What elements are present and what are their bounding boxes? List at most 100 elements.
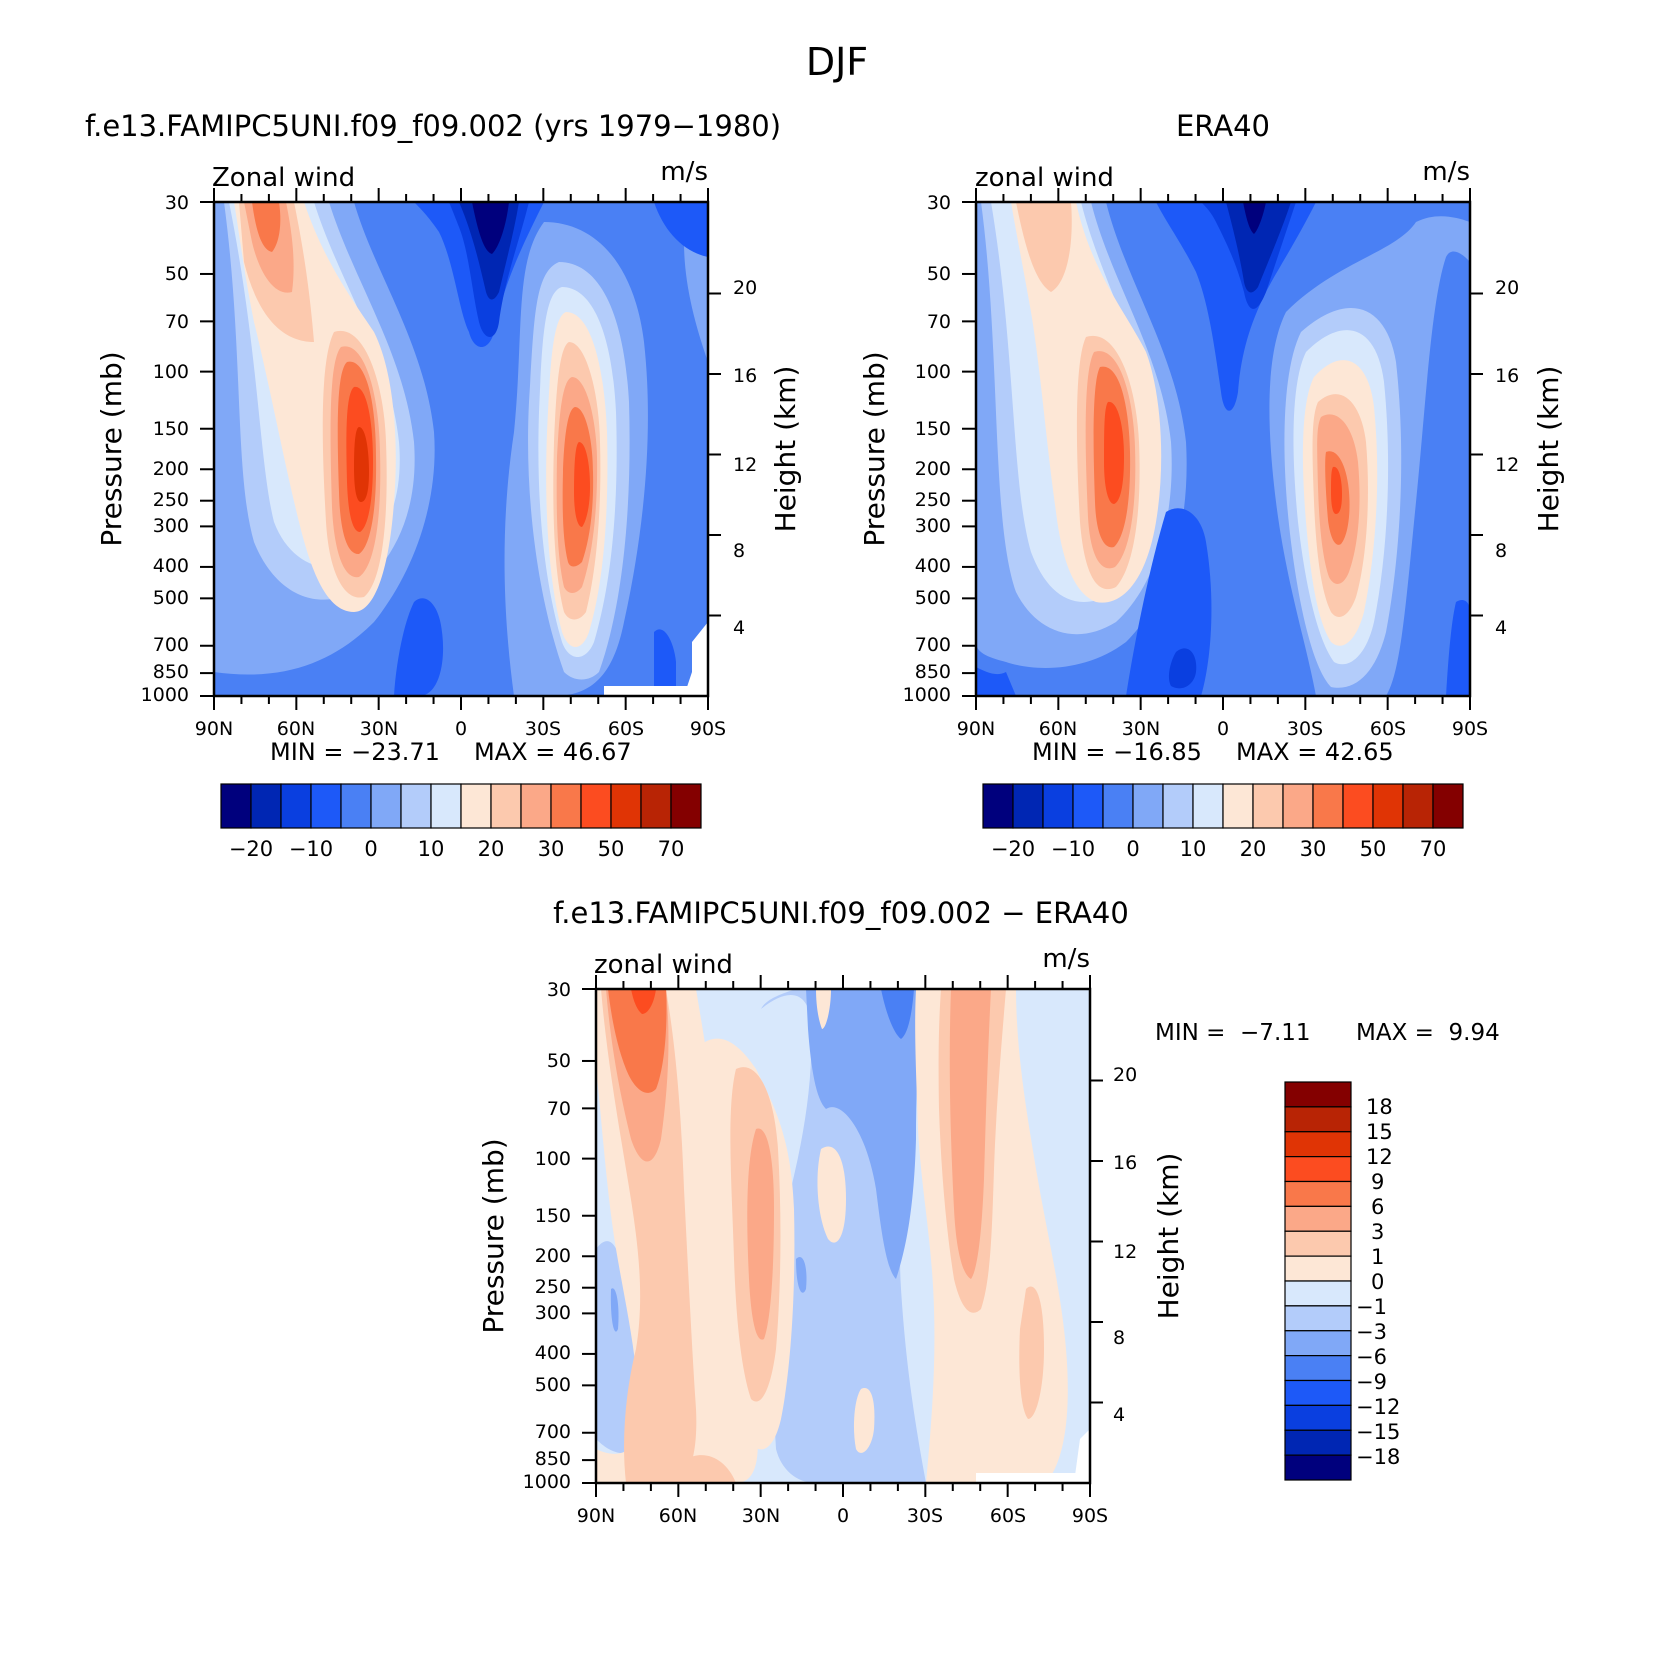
page-title: DJF xyxy=(806,40,868,84)
y-tick-label: 70 xyxy=(165,311,189,333)
colorbar-label: −10 xyxy=(289,837,333,861)
height-tick-label: 20 xyxy=(733,277,757,299)
panel-title: f.e13.FAMIPC5UNI.f09_f09.002 (yrs 1979−1… xyxy=(85,109,781,143)
x-tick-label: 60N xyxy=(277,718,315,740)
colorbar-cell xyxy=(1284,1429,1352,1456)
y-axis-label: Pressure (mb) xyxy=(477,1138,510,1333)
panel-observed: ERA40 zonal wind m/s xyxy=(858,109,1565,861)
colorbar-label: −20 xyxy=(229,837,273,861)
colorbar-label: −18 xyxy=(1356,1445,1400,1469)
x-tick-label: 30S xyxy=(1287,718,1323,740)
y-tick-label: 500 xyxy=(535,1374,571,1396)
x-tick-label: 0 xyxy=(455,718,467,740)
contour-level xyxy=(881,989,914,1039)
x-tick-label: 60S xyxy=(990,1505,1026,1527)
y-tick-label: 250 xyxy=(535,1276,571,1298)
y-tick-label: 850 xyxy=(915,661,951,683)
panel-subtitle-left: zonal wind xyxy=(594,950,733,980)
colorbar: −20 −10 0 10 20 30 50 70 xyxy=(220,783,702,861)
colorbar-cell xyxy=(1284,1255,1352,1282)
y-tick-label: 1000 xyxy=(523,1471,571,1493)
x-tick-labels: 90N 60N 30N 0 30S 60S 90S xyxy=(577,1505,1108,1527)
panel-subtitle-left: zonal wind xyxy=(975,163,1114,193)
colorbar-label: 18 xyxy=(1366,1095,1393,1119)
panel-subtitle-right: m/s xyxy=(1422,157,1470,187)
panel-difference: f.e13.FAMIPC5UNI.f09_f09.002 − ERA40 zon… xyxy=(477,896,1500,1527)
x-tick-label: 90N xyxy=(195,718,233,740)
contour-level xyxy=(608,989,667,1093)
y-tick-label: 100 xyxy=(535,1148,571,1170)
contour-level xyxy=(976,1473,1090,1483)
y-tick-label: 150 xyxy=(535,1205,571,1227)
y-tick-labels: 30 50 70 100 150 200 250 300 400 500 700… xyxy=(903,192,951,706)
colorbar-cell xyxy=(1284,1081,1352,1108)
colorbar-cell xyxy=(1284,1230,1352,1257)
colorbar-cell xyxy=(1284,1379,1352,1406)
y-tick-label: 1000 xyxy=(903,684,951,706)
height-tick-labels: 20 16 12 8 4 xyxy=(1113,1064,1137,1426)
colorbar-label: −10 xyxy=(1051,837,1095,861)
colorbar-cell xyxy=(490,783,522,829)
colorbar-label: 70 xyxy=(658,837,685,861)
y-tick-label: 850 xyxy=(153,661,189,683)
max-label: MAX = 42.65 xyxy=(1236,738,1394,766)
y-tick-label: 700 xyxy=(153,634,189,656)
x-tick-labels: 90N 60N 30N 0 30S 60S 90S xyxy=(957,718,1488,740)
colorbar-label: 20 xyxy=(478,837,505,861)
colorbar-cell xyxy=(400,783,432,829)
colorbar-cell xyxy=(1102,783,1134,829)
colorbar-cell xyxy=(1284,1305,1352,1332)
x-tick-label: 0 xyxy=(837,1505,849,1527)
y-tick-label: 300 xyxy=(153,515,189,537)
contour-level xyxy=(806,989,926,1279)
colorbar-cell xyxy=(1284,1355,1352,1382)
y-tick-label: 250 xyxy=(915,489,951,511)
colorbar-cell xyxy=(310,783,342,829)
y-tick-label: 50 xyxy=(165,263,189,285)
x-tick-label: 30N xyxy=(1122,718,1160,740)
contour-level xyxy=(1168,648,1197,689)
height-tick-labels: 20 16 12 8 4 xyxy=(1495,277,1519,639)
colorbar-label: 50 xyxy=(598,837,625,861)
max-label: MAX = 46.67 xyxy=(474,738,632,766)
colorbar-labels: −20 −10 0 10 20 30 50 70 xyxy=(991,837,1447,861)
colorbar-label: 70 xyxy=(1420,837,1447,861)
colorbar-cell xyxy=(220,783,252,829)
colorbar-cell xyxy=(1312,783,1344,829)
y-axis-label-right: Height (km) xyxy=(769,366,802,533)
height-tick-label: 4 xyxy=(1113,1404,1125,1426)
height-tick-label: 20 xyxy=(1495,277,1519,299)
contour-level xyxy=(472,202,509,254)
colorbar-cell xyxy=(1284,1180,1352,1207)
y-tick-label: 30 xyxy=(927,192,951,214)
colorbar-label: 15 xyxy=(1366,1120,1393,1144)
contour-level xyxy=(610,1288,619,1332)
colorbar-cell xyxy=(610,783,642,829)
y-axis-label-right: Height (km) xyxy=(1532,366,1565,533)
contour-field xyxy=(974,200,1472,698)
contour-level xyxy=(684,622,708,696)
y-tick-label: 200 xyxy=(915,458,951,480)
y-tick-label: 30 xyxy=(547,979,571,1001)
contour-level xyxy=(654,629,676,696)
height-tick-label: 4 xyxy=(733,617,745,639)
colorbar-cell xyxy=(430,783,462,829)
colorbar-cell xyxy=(340,783,372,829)
colorbar-cell xyxy=(1192,783,1224,829)
contour-level xyxy=(654,202,708,257)
colorbar-cell xyxy=(1072,783,1104,829)
min-label: MIN = −7.11 xyxy=(1155,1020,1311,1046)
colorbar-label: −12 xyxy=(1356,1395,1400,1419)
x-tick-label: 90N xyxy=(577,1505,615,1527)
colorbar-cell xyxy=(1132,783,1164,829)
colorbar-label: 0 xyxy=(1371,1270,1384,1294)
colorbar-label: 20 xyxy=(1240,837,1267,861)
y-axis-label: Pressure (mb) xyxy=(858,351,891,546)
contour-level xyxy=(853,1388,875,1453)
colorbar-cell xyxy=(1284,1330,1352,1357)
height-tick-label: 4 xyxy=(1495,617,1507,639)
colorbar-cell xyxy=(460,783,492,829)
x-tick-label: 30N xyxy=(742,1505,780,1527)
colorbar: 18 15 12 9 6 3 1 0 −1 −3 −6 −9 −12 −15 −… xyxy=(1284,1081,1400,1481)
